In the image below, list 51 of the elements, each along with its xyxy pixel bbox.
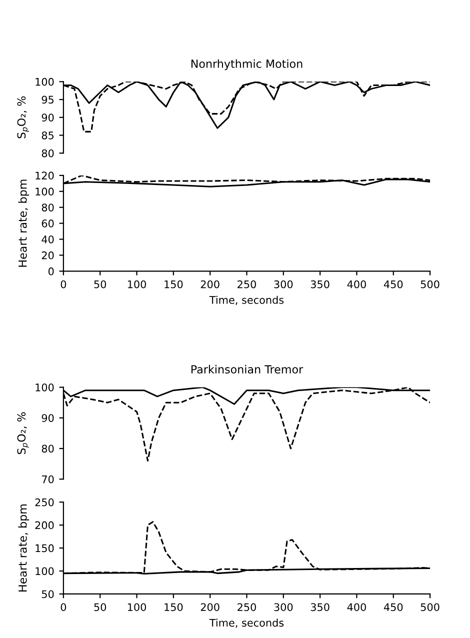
y-tick-label: 120 — [36, 172, 54, 180]
x-tick-label: 50 — [94, 603, 106, 612]
y-axis-title: S$_{p}$O₂, % — [17, 412, 29, 454]
x-tick-label: 400 — [347, 280, 366, 288]
y-tick-label: 40 — [42, 235, 54, 244]
x-tick-label: 500 — [420, 603, 440, 612]
x-tick-label: 450 — [384, 280, 403, 288]
y-tick-label: 95 — [42, 96, 54, 104]
y-tick-label: 80 — [42, 149, 54, 158]
y-tick-label: 90 — [42, 414, 54, 422]
y-tick-label: 90 — [42, 114, 54, 122]
x-tick-label: 200 — [200, 603, 220, 612]
y-tick-label: 250 — [35, 498, 54, 506]
chart-title: Parkinsonian Tremor — [191, 364, 304, 374]
x-tick-label: 50 — [94, 280, 106, 288]
y-axis-title: Heart rate, bpm — [18, 180, 29, 267]
x-tick-label: 350 — [310, 603, 330, 612]
x-tick-label: 500 — [420, 280, 440, 288]
x-tick-label: 350 — [310, 280, 330, 288]
x-axis-title: Time, seconds — [209, 296, 284, 305]
x-tick-label: 0 — [60, 280, 66, 288]
y-tick-label: 100 — [36, 188, 54, 196]
x-tick-label: 100 — [128, 603, 146, 612]
x-tick-label: 300 — [274, 280, 293, 288]
x-tick-label: 100 — [128, 280, 146, 288]
y-tick-label: 100 — [36, 78, 54, 86]
x-tick-label: 450 — [384, 603, 403, 612]
y-tick-label: 70 — [42, 475, 54, 484]
x-tick-label: 300 — [274, 603, 293, 612]
y-tick-label: 100 — [36, 383, 54, 392]
y-tick-label: 100 — [36, 567, 54, 576]
x-tick-label: 250 — [238, 280, 256, 288]
y-tick-label: 0 — [48, 267, 54, 276]
y-tick-label: 80 — [42, 204, 54, 212]
chart-title: Nonrhythmic Motion — [191, 59, 302, 70]
y-tick-label: 20 — [42, 251, 54, 260]
x-tick-label: 0 — [60, 603, 66, 612]
y-axis-title: S$_{p}$O₂, % — [17, 96, 29, 138]
x-tick-label: 150 — [164, 280, 183, 288]
y-tick-label: 60 — [42, 220, 54, 228]
y-tick-label: 85 — [42, 131, 54, 140]
x-axis-title: Time, seconds — [209, 618, 284, 628]
x-tick-label: 400 — [347, 603, 366, 612]
x-tick-label: 250 — [238, 603, 256, 612]
y-axis-title: Heart rate, bpm — [18, 504, 29, 592]
x-tick-label: 200 — [200, 280, 220, 288]
y-tick-label: 80 — [42, 444, 54, 453]
y-tick-label: 150 — [36, 544, 54, 552]
y-tick-label: 50 — [42, 590, 54, 598]
x-tick-label: 150 — [164, 603, 183, 612]
y-tick-label: 200 — [35, 521, 54, 530]
